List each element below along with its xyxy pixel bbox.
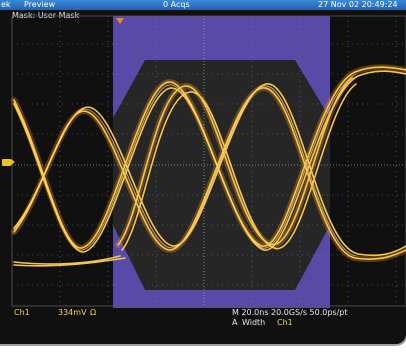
measurement-prefix: A bbox=[232, 318, 238, 327]
eye-traces bbox=[11, 64, 406, 267]
graticule-axes bbox=[12, 16, 406, 306]
oscilloscope-screen: ek Preview 0 Acqs 27 Nov 02 20:49:24 Mas… bbox=[0, 0, 406, 346]
status-bar: ek Preview 0 Acqs 27 Nov 02 20:49:24 bbox=[0, 0, 406, 10]
readout-bar: Ch1 334mV Ω M 20.0ns 20.0GS/s 50.0ps/pt … bbox=[0, 306, 406, 344]
mode-label: Preview bbox=[24, 0, 56, 9]
coupling-icon: Ω bbox=[90, 308, 97, 317]
vertical-scale[interactable]: 334mV bbox=[58, 308, 87, 317]
acquisition-count: 0 Acqs bbox=[163, 0, 190, 9]
datetime-label: 27 Nov 02 20:49:24 bbox=[318, 0, 398, 9]
brand-label: ek bbox=[1, 0, 11, 9]
waveform-display[interactable] bbox=[0, 0, 406, 344]
measurement-label[interactable]: Width bbox=[242, 318, 266, 327]
timebase-readout[interactable]: M 20.0ns 20.0GS/s 50.0ps/pt bbox=[232, 308, 348, 317]
measurement-source[interactable]: Ch1 bbox=[277, 318, 293, 327]
channel-label[interactable]: Ch1 bbox=[14, 308, 30, 317]
trigger-position-marker[interactable] bbox=[116, 18, 124, 24]
graticule bbox=[12, 16, 406, 306]
channel-1-level-marker[interactable] bbox=[2, 159, 15, 166]
mask-label: Mask: User Mask bbox=[12, 11, 80, 20]
